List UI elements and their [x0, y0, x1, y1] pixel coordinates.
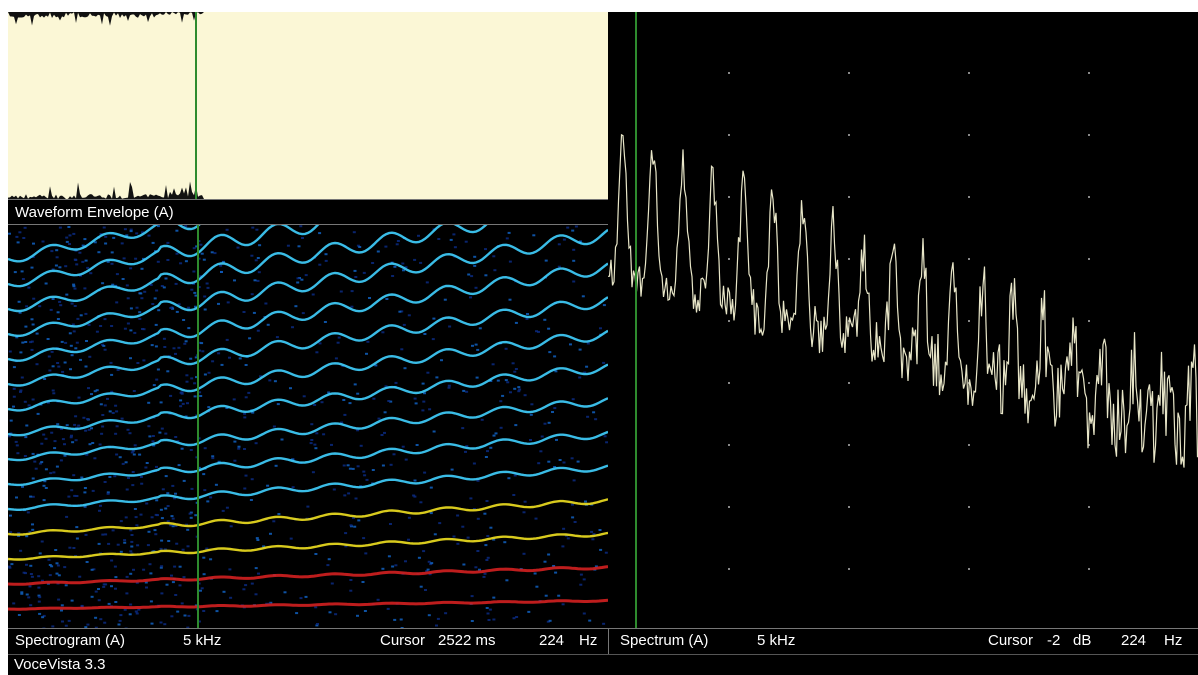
- waveform-label-bar: Waveform Envelope (A): [8, 199, 608, 225]
- spectrogram-range: 5 kHz: [183, 632, 222, 649]
- spectrum-db-unit: dB: [1073, 632, 1092, 649]
- spectrum-freq-unit: Hz: [1164, 632, 1183, 649]
- spectrogram-cursor-unit: Hz: [579, 632, 598, 649]
- spectrogram-panel[interactable]: [8, 225, 608, 628]
- spectrogram-noise: [8, 225, 608, 628]
- spectrogram-plot: [8, 225, 608, 628]
- app-footer: VoceVista 3.3: [8, 654, 1198, 675]
- spectrogram-cursor-freq: 224: [539, 632, 565, 649]
- app-name: VoceVista 3.3: [14, 656, 106, 673]
- spectrogram-cursor-label: Cursor: [380, 632, 426, 649]
- spectrum-range: 5 kHz: [757, 632, 796, 649]
- waveform-envelope-top: [8, 12, 608, 26]
- spectrogram-cursor-time: 2522 ms: [438, 632, 496, 649]
- spectrum-status-bar: Spectrum (A) 5 kHz Cursor -2 dB 224 Hz: [608, 628, 1198, 654]
- spectrogram-status-bar: Spectrogram (A) 5 kHz Cursor 2522 ms 224…: [8, 628, 608, 654]
- spectrum-label: Spectrum (A): [620, 632, 709, 649]
- spectrum-cursor-db: -2: [1047, 632, 1061, 649]
- spectrogram-label: Spectrogram (A): [15, 632, 126, 649]
- waveform-envelope-panel[interactable]: [8, 12, 608, 199]
- waveform-envelope-bottom: [8, 181, 608, 199]
- spectrum-cursor-label: Cursor: [988, 632, 1034, 649]
- spectrum-panel[interactable]: [608, 12, 1198, 628]
- waveform-label: Waveform Envelope (A): [15, 204, 174, 221]
- spectrum-cursor-freq: 224: [1121, 632, 1147, 649]
- spectrogram-harmonics: [8, 225, 608, 611]
- waveform-plot: [8, 12, 608, 199]
- spectrum-plot: [608, 12, 1198, 628]
- spectrum-curve: [608, 133, 1198, 468]
- spectrum-grid-dots: [728, 72, 1090, 570]
